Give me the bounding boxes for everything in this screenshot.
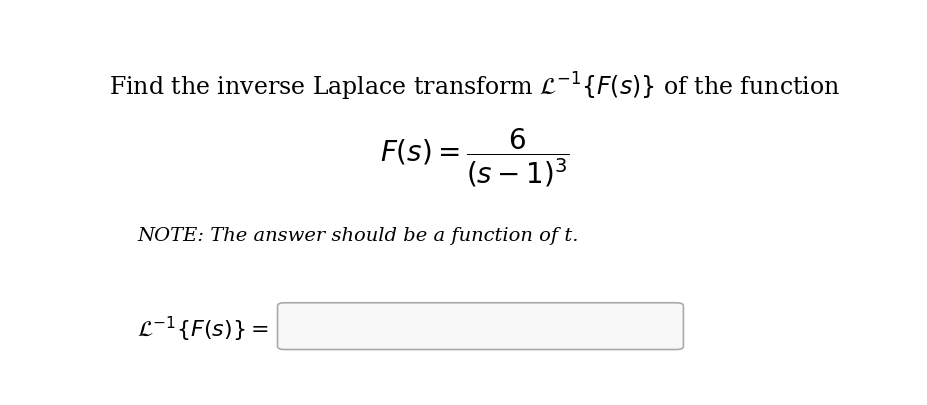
Text: $\mathcal{L}^{-1}\{F(s)\} = $: $\mathcal{L}^{-1}\{F(s)\} = $ (137, 315, 269, 344)
FancyBboxPatch shape (277, 303, 683, 350)
Text: $F(s) = \dfrac{6}{(s-1)^3}$: $F(s) = \dfrac{6}{(s-1)^3}$ (380, 126, 570, 189)
Text: Find the inverse Laplace transform $\mathcal{L}^{-1}\{F(s)\}$ of the function: Find the inverse Laplace transform $\mat… (109, 70, 841, 102)
Text: NOTE: The answer should be a function of t.: NOTE: The answer should be a function of… (137, 227, 579, 245)
